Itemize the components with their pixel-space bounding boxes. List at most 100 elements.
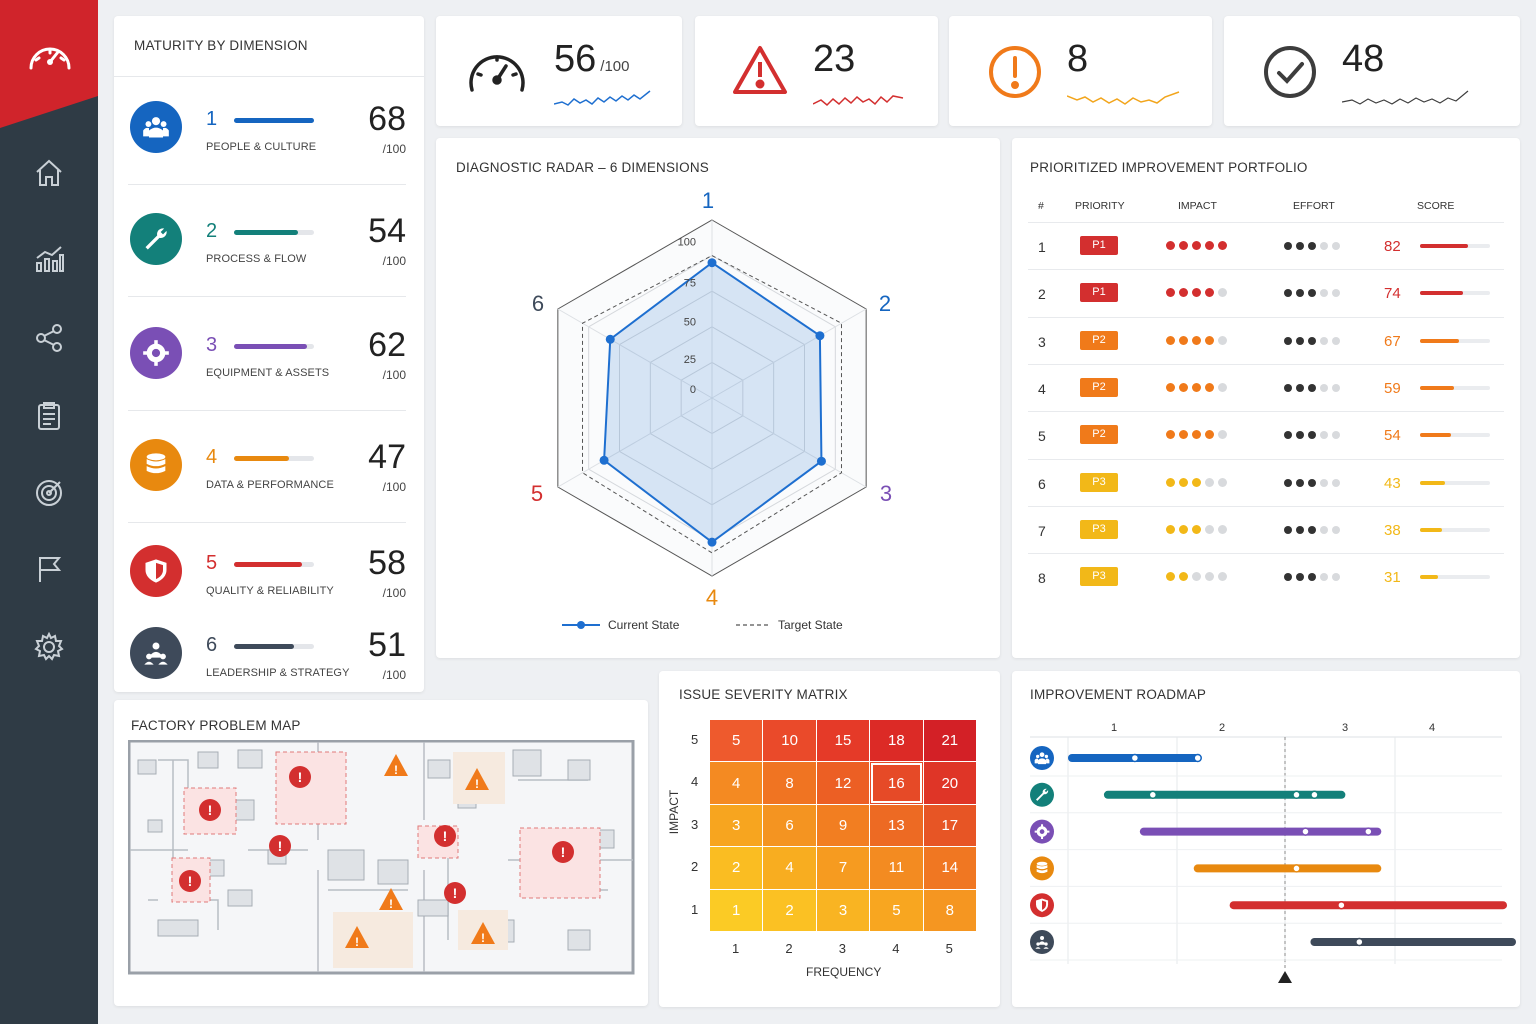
today-pointer[interactable] [1278, 971, 1292, 983]
nav-home[interactable] [29, 153, 69, 193]
milestone-marker[interactable] [1193, 753, 1202, 763]
legend-target: Target State [778, 618, 843, 632]
logo[interactable] [0, 0, 98, 128]
table-row[interactable]: 2 P1 74 [1028, 269, 1504, 316]
current-point[interactable] [605, 334, 615, 344]
effort-dot [1320, 242, 1328, 250]
radar-axis-label: 4 [706, 585, 718, 610]
kpi-card-warnings[interactable]: 8 [949, 16, 1212, 126]
matrix-cell[interactable]: 5 [710, 720, 763, 762]
dimension-row[interactable]: 6 LEADERSHIP & STRATEGY 51/100 [130, 622, 410, 722]
milestone-marker[interactable] [1364, 827, 1373, 836]
matrix-cell[interactable]: 6 [763, 804, 816, 847]
matrix-cell[interactable]: 15 [816, 720, 870, 762]
current-point[interactable] [816, 456, 826, 466]
milestone-marker[interactable] [1292, 790, 1301, 800]
effort-dot [1332, 573, 1340, 582]
impact-dot [1218, 288, 1227, 298]
table-row[interactable]: 8 P3 31 [1028, 553, 1504, 600]
radar-spoke [711, 308, 867, 399]
dimension-row[interactable]: 2 PROCESS & FLOW 54/100 [130, 208, 410, 308]
matrix-cell[interactable]: 2 [763, 889, 816, 931]
impact-dot [1205, 382, 1214, 392]
table-row[interactable]: 7 P3 38 [1028, 505, 1504, 553]
matrix-cell[interactable]: 16 [870, 762, 923, 804]
matrix-cell[interactable]: 13 [870, 804, 923, 847]
current-point[interactable] [815, 331, 825, 341]
matrix-cell[interactable]: 17 [923, 804, 976, 847]
nav-flag[interactable] [29, 549, 69, 589]
matrix-cell[interactable]: 2 [710, 847, 763, 889]
milestone-marker[interactable] [1148, 790, 1158, 800]
dimension-number: 2 [206, 220, 218, 242]
effort-dot [1284, 383, 1292, 392]
matrix-cell[interactable]: 4 [763, 847, 816, 889]
current-point[interactable] [707, 258, 717, 268]
dimension-bar-fill [234, 118, 314, 123]
impact-dot [1192, 288, 1201, 298]
milestone-marker[interactable] [1310, 790, 1319, 800]
table-row[interactable]: 6 P3 43 [1028, 458, 1504, 506]
nav-clipboard[interactable] [29, 396, 69, 436]
table-row[interactable]: 4 P2 59 [1028, 363, 1504, 411]
matrix-cell[interactable]: 11 [870, 847, 923, 889]
warning-issue-icon[interactable] [345, 754, 495, 948]
warning-icon [733, 46, 787, 94]
impact-dot [1205, 288, 1214, 298]
dimension-row[interactable]: 1 PEOPLE & CULTURE 68/100 [130, 96, 410, 196]
matrix-cell[interactable]: 7 [816, 847, 870, 889]
header-priority: PRIORITY [1075, 200, 1125, 212]
kpi-card-critical[interactable]: 23 [695, 16, 938, 126]
nav-analytics[interactable] [29, 239, 69, 279]
dimension-row[interactable]: 5 QUALITY & RELIABILITY 58/100 [130, 540, 410, 640]
factory-floorplan[interactable]: !!!!!!! !!!!! [128, 740, 636, 976]
current-point[interactable] [599, 455, 609, 465]
matrix-cell[interactable]: 3 [710, 804, 763, 847]
table-row[interactable]: 1 P1 82 [1028, 222, 1504, 269]
matrix-cell[interactable]: 12 [816, 762, 870, 804]
impact-dot [1179, 382, 1188, 392]
dimension-number: 6 [206, 634, 218, 656]
nav-network[interactable] [29, 318, 69, 358]
matrix-cell[interactable]: 4 [710, 762, 763, 804]
row-score: 38 [1384, 521, 1401, 539]
svg-text:!: ! [389, 897, 393, 911]
svg-text:!: ! [208, 802, 213, 818]
matrix-cell[interactable]: 20 [923, 762, 976, 804]
matrix-cell[interactable]: 8 [923, 889, 976, 931]
effort-dot [1320, 383, 1328, 392]
table-row[interactable]: 3 P2 67 [1028, 316, 1504, 364]
roadmap-period-label: 1 [1111, 722, 1117, 734]
matrix-cell[interactable]: 5 [870, 889, 923, 931]
milestone-marker[interactable] [1130, 753, 1140, 763]
nav-settings[interactable] [29, 627, 69, 667]
people-icon [1030, 746, 1054, 770]
kpi-card-maturity[interactable]: 56/100 [436, 16, 682, 126]
impact-dot [1192, 382, 1201, 392]
matrix-cell[interactable]: 18 [870, 720, 923, 762]
matrix-cell[interactable]: 3 [816, 889, 870, 931]
kpi-card-resolved[interactable]: 48 [1224, 16, 1520, 126]
effort-rating [1284, 289, 1340, 298]
matrix-cell[interactable]: 9 [816, 804, 870, 847]
effort-rating [1284, 431, 1340, 440]
dimension-row[interactable]: 3 EQUIPMENT & ASSETS 62/100 [130, 322, 410, 422]
factory-map-panel: FACTORY PROBLEM MAP !!!!!!! [114, 700, 648, 1006]
milestone-marker[interactable] [1292, 864, 1301, 873]
matrix-cell[interactable]: 10 [763, 720, 816, 762]
svg-text:!: ! [355, 935, 359, 949]
matrix-cell[interactable]: 21 [923, 720, 976, 762]
milestone-marker[interactable] [1301, 827, 1310, 836]
dimension-row[interactable]: 4 DATA & PERFORMANCE 47/100 [130, 434, 410, 534]
current-point[interactable] [707, 537, 717, 547]
dimension-bar-fill [234, 230, 298, 235]
matrix-cell[interactable]: 14 [923, 847, 976, 889]
impact-dot [1179, 335, 1188, 345]
critical-issue-icon[interactable] [179, 766, 574, 904]
milestone-marker[interactable] [1337, 900, 1346, 910]
table-row[interactable]: 5 P2 54 [1028, 411, 1504, 458]
matrix-cell[interactable]: 1 [710, 889, 763, 931]
matrix-cell[interactable]: 8 [763, 762, 816, 804]
milestone-marker[interactable] [1355, 937, 1364, 947]
nav-target[interactable] [29, 473, 69, 513]
